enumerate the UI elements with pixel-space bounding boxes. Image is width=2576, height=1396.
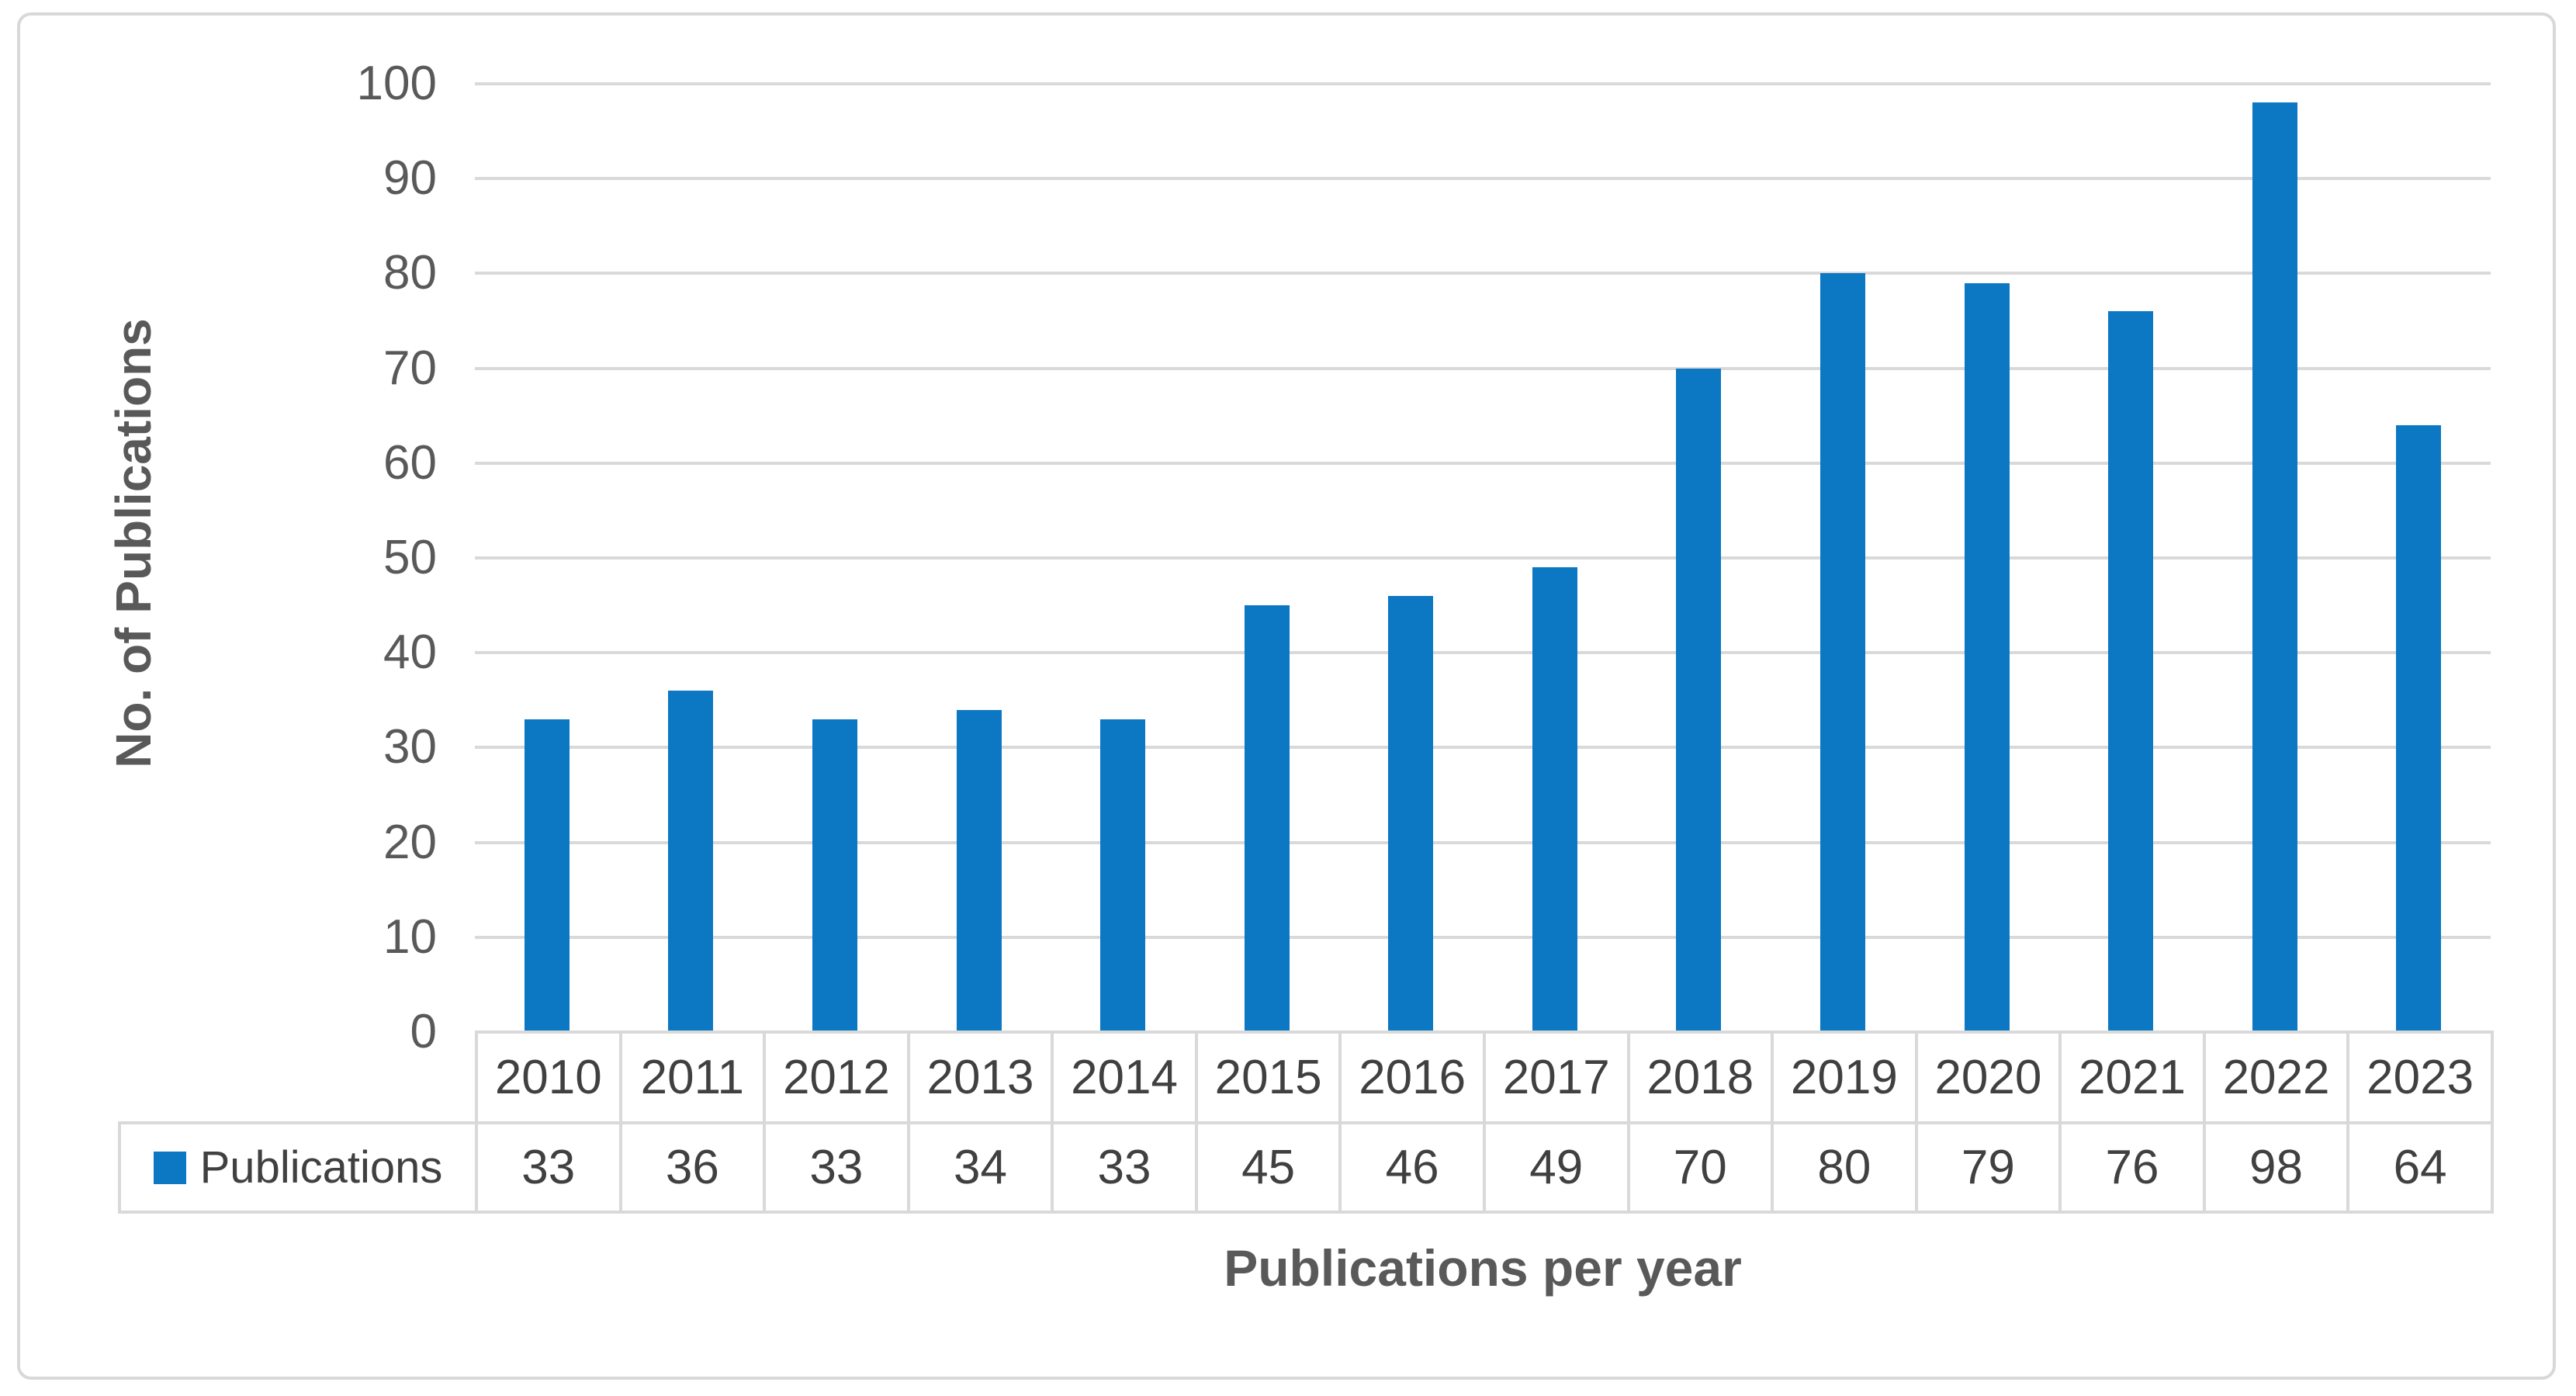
y-tick-label: 30	[383, 720, 437, 774]
table-year-cell: 2017	[1482, 1031, 1630, 1124]
y-tick-label: 60	[383, 435, 437, 490]
bar-2021	[2108, 311, 2154, 1032]
table-value-cell: 45	[1194, 1121, 1342, 1214]
table-value-cell: 34	[906, 1121, 1054, 1214]
gridline-10	[475, 935, 2491, 939]
table-value-cell: 80	[1771, 1121, 1918, 1214]
table-year-cell: 2013	[906, 1031, 1054, 1124]
bar-2019	[1819, 273, 1865, 1032]
y-tick-label: 70	[383, 341, 437, 395]
y-tick-label: 10	[383, 909, 437, 964]
gridline-90	[475, 177, 2491, 181]
table-year-cell: 2012	[763, 1031, 910, 1124]
table-year-cell: 2016	[1338, 1031, 1486, 1124]
bar-2023	[2396, 424, 2442, 1032]
y-tick-label: 0	[410, 1005, 437, 1058]
bar-2012	[812, 719, 857, 1032]
table-year-cell: 2014	[1051, 1031, 1198, 1124]
legend-swatch-icon	[153, 1151, 186, 1184]
gridline-60	[475, 461, 2491, 465]
table-corner-spacer	[119, 1032, 476, 1123]
bar-2011	[668, 691, 714, 1032]
gridline-40	[475, 651, 2491, 655]
data-table: 2010 2011 2012 2013 2014 2015 2016 2017 2018 2019…	[118, 1031, 2494, 1214]
table-value-cell: 70	[1626, 1121, 1774, 1214]
y-axis-tick-labels: 0 10 20 30 40 50 60 70 80 90 100	[0, 60, 437, 1056]
y-tick-label: 50	[383, 531, 437, 584]
table-year-cell: 2015	[1194, 1031, 1342, 1124]
x-axis-title: Publications per year	[1224, 1239, 1742, 1297]
gridline-20	[475, 840, 2491, 844]
table-row-values: Publications 33 36 33 34 33 45 46 49 70 80 79 76 98 64	[118, 1121, 2494, 1214]
gridline-50	[475, 556, 2491, 559]
table-value-cell: 76	[2058, 1121, 2206, 1214]
gridline-80	[475, 272, 2491, 275]
table-value-cell: 33	[475, 1121, 622, 1214]
table-year-cell: 2020	[1914, 1031, 2062, 1124]
legend-label: Publications	[199, 1142, 443, 1193]
y-tick-label: 90	[383, 151, 437, 206]
y-tick-label: 20	[383, 815, 437, 869]
y-tick-label: 40	[383, 625, 437, 680]
table-year-cell: 2011	[618, 1031, 767, 1124]
table-year-cell: 2022	[2202, 1031, 2350, 1124]
table-value-cell: 79	[1914, 1121, 2062, 1214]
table-row-years: 2010 2011 2012 2013 2014 2015 2016 2017 2018 2019…	[119, 1031, 2494, 1124]
table-year-cell: 2010	[475, 1031, 622, 1124]
table-year-cell: 2018	[1626, 1031, 1774, 1124]
y-tick-label: 80	[383, 246, 437, 300]
table-value-cell: 46	[1338, 1121, 1486, 1214]
table-year-cell: 2023	[2346, 1031, 2494, 1124]
table-value-cell: 98	[2202, 1121, 2350, 1214]
gridline-30	[475, 746, 2491, 750]
plot-area	[475, 82, 2491, 1032]
bar-2018	[1676, 368, 1722, 1032]
table-year-cell: 2019	[1771, 1031, 1918, 1124]
legend-cell: Publications	[118, 1121, 478, 1214]
table-value-cell: 36	[618, 1121, 767, 1214]
bar-2022	[2252, 102, 2297, 1032]
table-value-cell: 33	[763, 1121, 910, 1214]
table-value-cell: 49	[1482, 1121, 1630, 1214]
gridline-100	[475, 82, 2491, 85]
bar-2014	[1100, 719, 1146, 1032]
bar-2015	[1244, 605, 1290, 1032]
table-value-cell: 64	[2346, 1121, 2494, 1214]
table-year-cell: 2021	[2058, 1031, 2206, 1124]
table-value-cell: 33	[1051, 1121, 1198, 1214]
bar-2013	[956, 709, 1002, 1032]
bar-2017	[1532, 567, 1577, 1032]
gridline-70	[475, 366, 2491, 370]
bar-2020	[1964, 282, 2010, 1032]
y-tick-label: 100	[356, 57, 437, 110]
bar-2016	[1388, 595, 1434, 1032]
bar-2010	[524, 719, 570, 1032]
